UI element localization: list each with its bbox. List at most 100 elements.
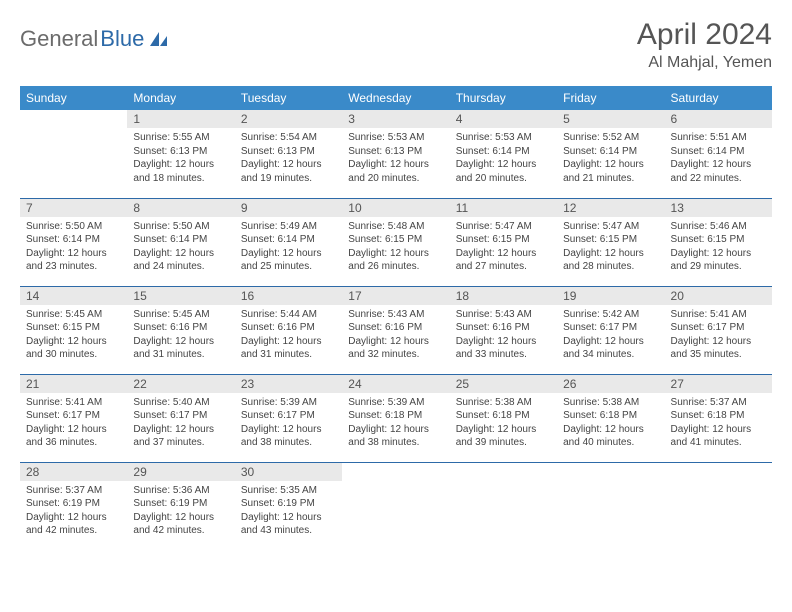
sunrise-line: Sunrise: 5:44 AM — [241, 308, 336, 322]
sunrise-line: Sunrise: 5:48 AM — [348, 220, 443, 234]
calendar-cell: 22Sunrise: 5:40 AMSunset: 6:17 PMDayligh… — [127, 374, 234, 462]
calendar-cell: 24Sunrise: 5:39 AMSunset: 6:18 PMDayligh… — [342, 374, 449, 462]
calendar-cell: 13Sunrise: 5:46 AMSunset: 6:15 PMDayligh… — [665, 198, 772, 286]
day-number: 23 — [235, 375, 342, 393]
daylight-line: Daylight: 12 hours and 38 minutes. — [348, 423, 443, 450]
calendar-row: 21Sunrise: 5:41 AMSunset: 6:17 PMDayligh… — [20, 374, 772, 462]
day-details: Sunrise: 5:53 AMSunset: 6:13 PMDaylight:… — [342, 128, 449, 189]
calendar-cell: 10Sunrise: 5:48 AMSunset: 6:15 PMDayligh… — [342, 198, 449, 286]
sunrise-line: Sunrise: 5:36 AM — [133, 484, 228, 498]
sunrise-line: Sunrise: 5:37 AM — [26, 484, 121, 498]
day-details: Sunrise: 5:47 AMSunset: 6:15 PMDaylight:… — [557, 217, 664, 278]
day-number: 11 — [450, 199, 557, 217]
sunset-line: Sunset: 6:16 PM — [133, 321, 228, 335]
sunrise-line: Sunrise: 5:43 AM — [456, 308, 551, 322]
day-details: Sunrise: 5:54 AMSunset: 6:13 PMDaylight:… — [235, 128, 342, 189]
sunset-line: Sunset: 6:17 PM — [563, 321, 658, 335]
day-details: Sunrise: 5:43 AMSunset: 6:16 PMDaylight:… — [342, 305, 449, 366]
daylight-line: Daylight: 12 hours and 42 minutes. — [133, 511, 228, 538]
day-number: 2 — [235, 110, 342, 128]
day-header: Tuesday — [235, 86, 342, 110]
calendar-row: 28Sunrise: 5:37 AMSunset: 6:19 PMDayligh… — [20, 462, 772, 550]
day-details: Sunrise: 5:53 AMSunset: 6:14 PMDaylight:… — [450, 128, 557, 189]
daylight-line: Daylight: 12 hours and 39 minutes. — [456, 423, 551, 450]
day-details: Sunrise: 5:36 AMSunset: 6:19 PMDaylight:… — [127, 481, 234, 542]
sunset-line: Sunset: 6:17 PM — [241, 409, 336, 423]
day-number: 22 — [127, 375, 234, 393]
daylight-line: Daylight: 12 hours and 23 minutes. — [26, 247, 121, 274]
day-number: 14 — [20, 287, 127, 305]
day-header: Friday — [557, 86, 664, 110]
calendar-body: 1Sunrise: 5:55 AMSunset: 6:13 PMDaylight… — [20, 110, 772, 550]
calendar-cell: 23Sunrise: 5:39 AMSunset: 6:17 PMDayligh… — [235, 374, 342, 462]
calendar-cell: 16Sunrise: 5:44 AMSunset: 6:16 PMDayligh… — [235, 286, 342, 374]
day-number: 12 — [557, 199, 664, 217]
day-details: Sunrise: 5:50 AMSunset: 6:14 PMDaylight:… — [127, 217, 234, 278]
brand-logo: General Blue — [20, 18, 170, 52]
sunset-line: Sunset: 6:15 PM — [26, 321, 121, 335]
day-number: 15 — [127, 287, 234, 305]
sunrise-line: Sunrise: 5:53 AM — [456, 131, 551, 145]
day-number: 13 — [665, 199, 772, 217]
daylight-line: Daylight: 12 hours and 22 minutes. — [671, 158, 766, 185]
calendar-cell: 19Sunrise: 5:42 AMSunset: 6:17 PMDayligh… — [557, 286, 664, 374]
calendar-cell: 18Sunrise: 5:43 AMSunset: 6:16 PMDayligh… — [450, 286, 557, 374]
day-number: 8 — [127, 199, 234, 217]
brand-text-1: General — [20, 26, 98, 52]
daylight-line: Daylight: 12 hours and 42 minutes. — [26, 511, 121, 538]
day-number: 29 — [127, 463, 234, 481]
sunset-line: Sunset: 6:14 PM — [133, 233, 228, 247]
daylight-line: Daylight: 12 hours and 19 minutes. — [241, 158, 336, 185]
sunset-line: Sunset: 6:18 PM — [456, 409, 551, 423]
sunset-line: Sunset: 6:16 PM — [456, 321, 551, 335]
calendar-cell: 5Sunrise: 5:52 AMSunset: 6:14 PMDaylight… — [557, 110, 664, 198]
day-number: 21 — [20, 375, 127, 393]
sunrise-line: Sunrise: 5:41 AM — [671, 308, 766, 322]
day-details: Sunrise: 5:41 AMSunset: 6:17 PMDaylight:… — [20, 393, 127, 454]
sunset-line: Sunset: 6:18 PM — [348, 409, 443, 423]
day-details: Sunrise: 5:45 AMSunset: 6:15 PMDaylight:… — [20, 305, 127, 366]
sunrise-line: Sunrise: 5:42 AM — [563, 308, 658, 322]
day-details: Sunrise: 5:38 AMSunset: 6:18 PMDaylight:… — [450, 393, 557, 454]
calendar-cell: 9Sunrise: 5:49 AMSunset: 6:14 PMDaylight… — [235, 198, 342, 286]
sunset-line: Sunset: 6:14 PM — [26, 233, 121, 247]
sunrise-line: Sunrise: 5:43 AM — [348, 308, 443, 322]
calendar-cell — [342, 462, 449, 550]
day-number: 25 — [450, 375, 557, 393]
calendar-cell — [557, 462, 664, 550]
day-number: 3 — [342, 110, 449, 128]
calendar-row: 7Sunrise: 5:50 AMSunset: 6:14 PMDaylight… — [20, 198, 772, 286]
sunset-line: Sunset: 6:14 PM — [241, 233, 336, 247]
sunrise-line: Sunrise: 5:47 AM — [456, 220, 551, 234]
daylight-line: Daylight: 12 hours and 37 minutes. — [133, 423, 228, 450]
sunset-line: Sunset: 6:19 PM — [133, 497, 228, 511]
day-number: 9 — [235, 199, 342, 217]
daylight-line: Daylight: 12 hours and 36 minutes. — [26, 423, 121, 450]
day-details: Sunrise: 5:46 AMSunset: 6:15 PMDaylight:… — [665, 217, 772, 278]
daylight-line: Daylight: 12 hours and 30 minutes. — [26, 335, 121, 362]
sunrise-line: Sunrise: 5:46 AM — [671, 220, 766, 234]
day-details: Sunrise: 5:52 AMSunset: 6:14 PMDaylight:… — [557, 128, 664, 189]
sunset-line: Sunset: 6:14 PM — [563, 145, 658, 159]
day-header: Thursday — [450, 86, 557, 110]
day-details: Sunrise: 5:55 AMSunset: 6:13 PMDaylight:… — [127, 128, 234, 189]
sunset-line: Sunset: 6:17 PM — [26, 409, 121, 423]
day-details: Sunrise: 5:49 AMSunset: 6:14 PMDaylight:… — [235, 217, 342, 278]
sunset-line: Sunset: 6:17 PM — [133, 409, 228, 423]
sunrise-line: Sunrise: 5:45 AM — [26, 308, 121, 322]
calendar-cell: 6Sunrise: 5:51 AMSunset: 6:14 PMDaylight… — [665, 110, 772, 198]
calendar-row: 14Sunrise: 5:45 AMSunset: 6:15 PMDayligh… — [20, 286, 772, 374]
sunset-line: Sunset: 6:13 PM — [133, 145, 228, 159]
sunset-line: Sunset: 6:17 PM — [671, 321, 766, 335]
day-details: Sunrise: 5:40 AMSunset: 6:17 PMDaylight:… — [127, 393, 234, 454]
daylight-line: Daylight: 12 hours and 20 minutes. — [456, 158, 551, 185]
day-details: Sunrise: 5:50 AMSunset: 6:14 PMDaylight:… — [20, 217, 127, 278]
daylight-line: Daylight: 12 hours and 40 minutes. — [563, 423, 658, 450]
sunrise-line: Sunrise: 5:41 AM — [26, 396, 121, 410]
sunrise-line: Sunrise: 5:54 AM — [241, 131, 336, 145]
page-header: General Blue April 2024 Al Mahjal, Yemen — [20, 18, 772, 72]
day-details: Sunrise: 5:42 AMSunset: 6:17 PMDaylight:… — [557, 305, 664, 366]
sunrise-line: Sunrise: 5:45 AM — [133, 308, 228, 322]
sunset-line: Sunset: 6:15 PM — [671, 233, 766, 247]
day-details: Sunrise: 5:39 AMSunset: 6:18 PMDaylight:… — [342, 393, 449, 454]
